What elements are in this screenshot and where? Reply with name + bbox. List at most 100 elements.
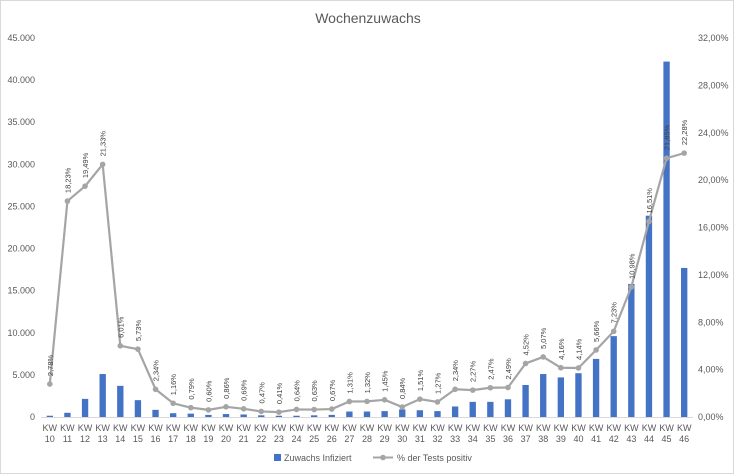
y-right-tick-label: 4,00% bbox=[698, 365, 724, 375]
x-tick-label: KW 36 bbox=[501, 423, 516, 444]
line-point bbox=[187, 404, 194, 411]
y-left-tick-label: 20.000 bbox=[7, 244, 35, 254]
line-point bbox=[276, 409, 282, 415]
x-tick-label: KW 21 bbox=[236, 423, 251, 444]
line-point bbox=[575, 365, 582, 371]
line-point bbox=[258, 408, 265, 415]
data-label: 1,16% bbox=[169, 374, 178, 396]
line-point bbox=[64, 198, 71, 204]
bar bbox=[610, 336, 617, 417]
data-label: 0,69% bbox=[240, 379, 249, 401]
bar bbox=[381, 411, 388, 417]
bar bbox=[540, 374, 547, 417]
line-point bbox=[522, 360, 529, 367]
x-tick-label: KW 43 bbox=[624, 423, 639, 444]
line-point bbox=[364, 398, 370, 405]
line-point bbox=[82, 183, 88, 189]
bar bbox=[187, 413, 194, 417]
legend: Zuwachs Infiziert % der Tests positiv bbox=[274, 453, 472, 463]
x-tick-label: KW 25 bbox=[307, 423, 322, 444]
x-tick-label: KW 45 bbox=[659, 423, 674, 444]
y-right-tick-label: 12,00% bbox=[698, 270, 729, 280]
data-label: 2,34% bbox=[451, 360, 460, 382]
bar bbox=[399, 409, 406, 417]
data-label: 10,98% bbox=[627, 253, 636, 279]
bar bbox=[293, 415, 300, 417]
data-label: 1,27% bbox=[433, 372, 442, 394]
data-label: 2,78% bbox=[46, 354, 55, 376]
x-tick-label: KW 46 bbox=[677, 423, 692, 444]
data-label: 0,47% bbox=[257, 382, 266, 404]
bar bbox=[592, 358, 600, 417]
x-tick-label: KW 19 bbox=[201, 423, 216, 444]
bar bbox=[169, 413, 177, 417]
x-tick-label: KW 14 bbox=[113, 423, 128, 444]
y-left-tick-label: 30.000 bbox=[7, 159, 35, 169]
line-point bbox=[223, 404, 229, 410]
bar bbox=[504, 399, 512, 417]
legend-label: Zuwachs Infiziert bbox=[284, 453, 352, 463]
bar bbox=[222, 414, 230, 417]
y-left-tick-label: 35.000 bbox=[7, 117, 35, 127]
bar bbox=[152, 409, 159, 417]
line-point bbox=[328, 406, 335, 412]
legend-swatch-marker bbox=[380, 454, 386, 461]
y-left-tick-label: 0 bbox=[30, 412, 35, 422]
bar bbox=[628, 283, 635, 417]
x-tick-label: KW 16 bbox=[148, 423, 163, 444]
bar bbox=[469, 401, 476, 417]
bar bbox=[451, 406, 459, 417]
y-right-tick-label: 8,00% bbox=[698, 317, 724, 327]
y-right-tick-label: 24,00% bbox=[698, 128, 729, 138]
line-point bbox=[47, 381, 53, 387]
y-left-tick-label: 25.000 bbox=[7, 201, 35, 211]
bar bbox=[663, 61, 670, 418]
data-label: 0,63% bbox=[310, 380, 319, 402]
data-label: 19,49% bbox=[81, 152, 90, 178]
x-tick-label: KW 38 bbox=[536, 423, 551, 444]
x-tick-label: KW 26 bbox=[325, 423, 340, 444]
x-tick-label: KW 24 bbox=[289, 423, 304, 444]
x-tick-label: KW 28 bbox=[360, 423, 375, 444]
bar bbox=[416, 410, 424, 417]
data-label: 21,85% bbox=[663, 124, 672, 150]
bar bbox=[346, 411, 353, 417]
bar bbox=[64, 412, 71, 417]
y-left-tick-label: 15.000 bbox=[7, 286, 35, 296]
data-label: 4,16% bbox=[557, 338, 566, 360]
bar bbox=[117, 385, 124, 417]
axes: 0 5.000 10.000 15.000 20.000 25.000 30.000 35.0… bbox=[7, 33, 728, 444]
data-label: 5,66% bbox=[592, 320, 601, 342]
x-tick-label: KW 42 bbox=[606, 423, 621, 444]
x-tick-label: KW 27 bbox=[342, 423, 357, 444]
x-tick-label: KW 34 bbox=[465, 423, 480, 444]
data-label: 6,01% bbox=[116, 316, 125, 338]
y-right-tick-label: 28,00% bbox=[698, 80, 729, 90]
bar bbox=[487, 401, 494, 417]
bar bbox=[81, 398, 89, 417]
y-right-tick-label: 16,00% bbox=[698, 223, 729, 233]
bar bbox=[328, 414, 335, 417]
data-label: 1,31% bbox=[345, 372, 354, 394]
x-tick-label: KW 44 bbox=[642, 423, 657, 444]
data-label: 5,73% bbox=[134, 320, 143, 342]
bar bbox=[240, 414, 247, 417]
data-label: 5,07% bbox=[539, 327, 548, 349]
line-point bbox=[558, 364, 564, 371]
data-label: 1,32% bbox=[363, 372, 372, 394]
bar bbox=[46, 415, 53, 417]
bar bbox=[275, 415, 283, 417]
line-point bbox=[681, 150, 687, 156]
bar bbox=[310, 415, 318, 417]
line-point bbox=[399, 404, 406, 410]
data-label: 0,84% bbox=[398, 377, 407, 399]
line-point bbox=[610, 328, 617, 335]
y-left-tick-label: 10.000 bbox=[7, 328, 35, 338]
data-label: 2,34% bbox=[152, 360, 161, 382]
x-tick-label: KW 40 bbox=[571, 423, 586, 444]
line-series bbox=[47, 150, 687, 415]
line-point bbox=[593, 347, 599, 353]
line-point bbox=[240, 406, 247, 412]
data-label: 16,51% bbox=[645, 188, 654, 214]
bar bbox=[363, 411, 371, 417]
